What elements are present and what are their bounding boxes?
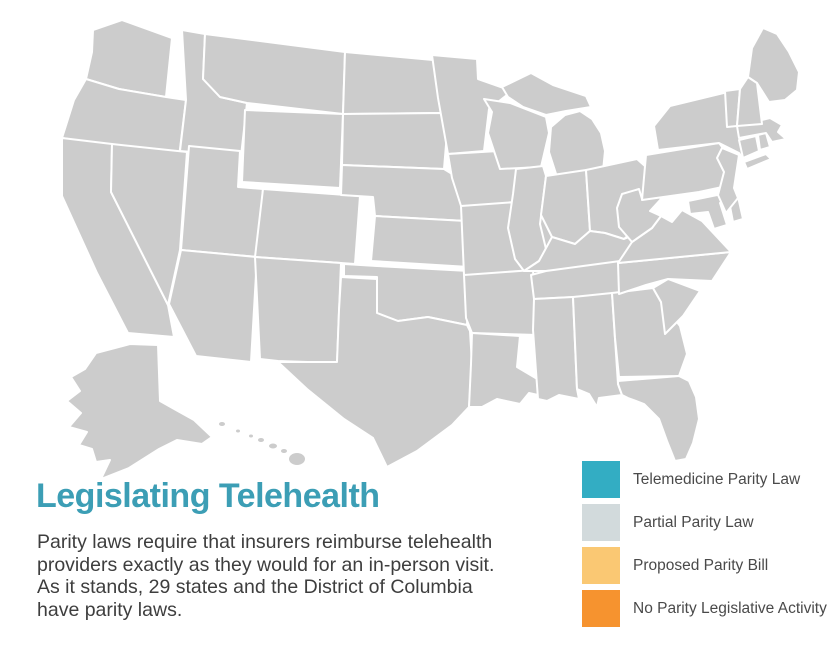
description-line: Parity laws require that insurers reimbu… xyxy=(37,531,493,553)
state-CT xyxy=(738,135,760,159)
state-MI xyxy=(501,72,606,181)
legend-item-proposed-bill: Proposed Parity Bill xyxy=(582,547,827,584)
state-HI xyxy=(217,420,307,467)
legend-swatch-partial-parity xyxy=(582,504,620,541)
state-TX xyxy=(277,276,473,468)
description-text: Parity laws require that insurers reimbu… xyxy=(37,531,494,622)
legend-label-parity-law: Telemedicine Parity Law xyxy=(633,470,801,488)
state-WY xyxy=(241,109,344,189)
legend-item-partial-parity: Partial Parity Law xyxy=(582,504,827,541)
legend-swatch-no-activity xyxy=(582,590,620,627)
state-ND xyxy=(342,51,445,115)
state-MS xyxy=(532,296,580,402)
state-PA xyxy=(641,142,731,201)
state-SD xyxy=(341,112,449,170)
page-title: Legislating Telehealth xyxy=(36,477,380,515)
description-line: have parity laws. xyxy=(37,599,183,622)
legend-item-no-activity: No Parity Legislative Activity xyxy=(582,590,827,627)
description-line: providers exactly as they would for an i… xyxy=(37,553,495,576)
legend-label-no-activity: No Parity Legislative Activity xyxy=(633,599,827,617)
state-ME xyxy=(747,27,800,103)
state-NH xyxy=(736,76,763,127)
legend-item-parity-law: Telemedicine Parity Law xyxy=(582,461,827,498)
legend-swatch-proposed-bill xyxy=(582,547,620,584)
state-AK xyxy=(66,343,213,480)
state-CO xyxy=(254,188,361,265)
legend-label-partial-parity: Partial Parity Law xyxy=(633,513,754,531)
state-IL xyxy=(507,165,547,272)
state-AR xyxy=(463,269,538,336)
state-FL xyxy=(617,375,700,462)
legend-label-proposed-bill: Proposed Parity Bill xyxy=(633,556,769,574)
description-line: As it stands, 29 states and the District… xyxy=(37,576,473,599)
legend-swatch-parity-law xyxy=(582,461,620,498)
state-LA xyxy=(468,332,548,408)
state-NJ xyxy=(716,147,740,214)
state-AZ xyxy=(168,249,258,363)
map-legend: Telemedicine Parity Law Partial Parity L… xyxy=(582,461,827,633)
state-KS xyxy=(370,215,470,268)
state-NM xyxy=(254,256,342,364)
